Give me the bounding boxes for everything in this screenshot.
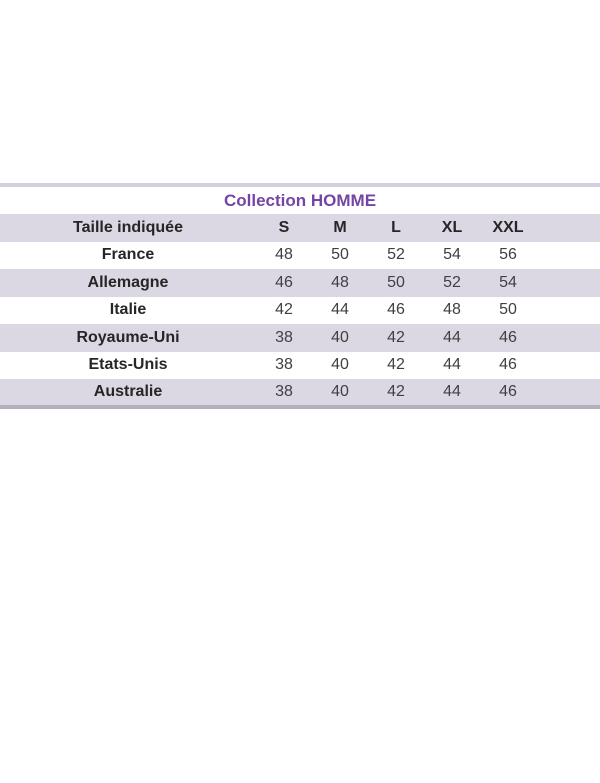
table-header-row: Taille indiquée S M L XL XXL — [0, 214, 600, 242]
row-label-allemagne: Allemagne — [87, 273, 169, 291]
cell-royaume-uni-m: 40 — [331, 328, 349, 346]
row-label-etats-unis: Etats-Unis — [88, 356, 168, 374]
column-header-s: S — [278, 218, 290, 236]
cell-filler — [536, 297, 600, 325]
cell-filler — [536, 352, 600, 380]
cell-royaume-uni-xxl: 46 — [499, 328, 517, 346]
cell-france-xxl: 56 — [499, 246, 517, 264]
cell-allemagne-l: 50 — [387, 273, 405, 291]
table-row-australie: Australie 38 40 42 44 46 — [0, 379, 600, 407]
cell-italie-s: 42 — [275, 301, 293, 319]
cell-etats-unis-xxl: 46 — [499, 356, 517, 374]
cell-italie-m: 44 — [331, 301, 349, 319]
cell-royaume-uni-s: 38 — [275, 328, 293, 346]
table-row-italie: Italie 42 44 46 48 50 — [0, 296, 600, 325]
cell-etats-unis-s: 38 — [275, 356, 293, 374]
cell-france-l: 52 — [387, 246, 405, 264]
cell-france-xl: 54 — [443, 246, 461, 264]
column-header-m: M — [333, 218, 347, 236]
cell-allemagne-xxl: 54 — [499, 273, 517, 291]
table-row-allemagne: Allemagne 46 48 50 52 54 — [0, 269, 600, 297]
cell-australie-m: 40 — [331, 382, 349, 400]
column-header-xl: XL — [441, 218, 463, 236]
table-title: Collection HOMME — [223, 190, 377, 210]
cell-italie-l: 46 — [387, 301, 405, 319]
cell-allemagne-xl: 52 — [443, 273, 461, 291]
size-chart-table: Collection HOMME Taille indiquée S M L X… — [0, 183, 600, 409]
cell-australie-xxl: 46 — [499, 382, 517, 400]
cell-etats-unis-m: 40 — [331, 356, 349, 374]
table-row-france: France 48 50 52 54 56 — [0, 241, 600, 270]
row-label-italie: Italie — [109, 301, 147, 319]
column-header-filler — [536, 214, 600, 242]
cell-italie-xl: 48 — [443, 301, 461, 319]
cell-etats-unis-l: 42 — [387, 356, 405, 374]
cell-filler — [536, 269, 600, 297]
column-header-l: L — [391, 218, 401, 236]
size-chart: Collection HOMME Taille indiquée S M L X… — [0, 183, 600, 409]
column-header-label: Taille indiquée — [73, 218, 183, 236]
row-label-australie: Australie — [93, 382, 163, 400]
cell-france-s: 48 — [275, 246, 293, 264]
row-label-royaume-uni: Royaume-Uni — [76, 328, 180, 346]
table-row-royaume-uni: Royaume-Uni 38 40 42 44 46 — [0, 324, 600, 352]
cell-royaume-uni-xl: 44 — [443, 328, 461, 346]
cell-australie-l: 42 — [387, 382, 405, 400]
cell-filler — [536, 324, 600, 352]
cell-italie-xxl: 50 — [499, 301, 517, 319]
cell-filler — [536, 379, 600, 407]
column-header-xxl: XXL — [492, 218, 524, 236]
cell-etats-unis-xl: 44 — [443, 356, 461, 374]
cell-allemagne-m: 48 — [331, 273, 349, 291]
cell-australie-xl: 44 — [443, 382, 461, 400]
row-label-france: France — [101, 246, 155, 264]
table-title-row: Collection HOMME — [0, 185, 600, 214]
cell-allemagne-s: 46 — [275, 273, 293, 291]
cell-france-m: 50 — [331, 246, 349, 264]
cell-australie-s: 38 — [275, 382, 293, 400]
table-row-etats-unis: Etats-Unis 38 40 42 44 46 — [0, 351, 600, 380]
cell-royaume-uni-l: 42 — [387, 328, 405, 346]
cell-filler — [536, 242, 600, 270]
